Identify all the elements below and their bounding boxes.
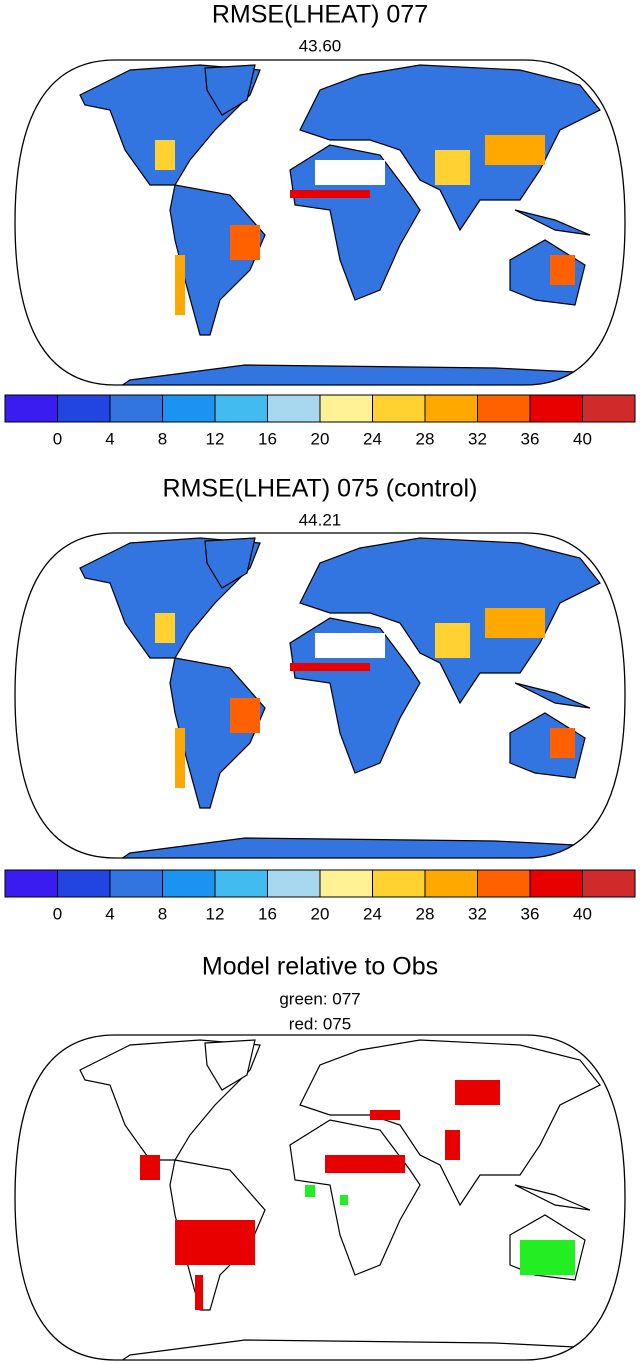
legend-line: red: 075: [289, 1014, 351, 1033]
colorbar-box: [319, 394, 373, 423]
colorbar-tick-label: 12: [206, 429, 225, 448]
colorbar-box: [214, 869, 268, 898]
colorbar-box: [162, 869, 216, 898]
colorbar-tick-label: 20: [311, 904, 330, 923]
colorbar-tick-label: 4: [105, 429, 114, 448]
colorbar-tick-label: 40: [573, 429, 592, 448]
colorbar-box: [109, 869, 163, 898]
colorbar-box: [109, 394, 163, 423]
colorbar-box: [162, 394, 216, 423]
colorbar-tick-label: 4: [105, 904, 114, 923]
colorbar-tick-label: 12: [206, 904, 225, 923]
colorbar-tick-label: 40: [573, 904, 592, 923]
colorbar-tick-label: 0: [53, 429, 62, 448]
colorbar-tick-label: 28: [416, 904, 435, 923]
panel-subtitle: 44.21: [299, 510, 342, 529]
colorbar-box: [529, 869, 583, 898]
panel-title: RMSE(LHEAT) 077: [212, 1, 428, 29]
colorbar-tick-label: 24: [363, 904, 382, 923]
colorbar-box: [57, 869, 111, 898]
colorbar-box: [424, 869, 478, 898]
colorbar-box: [267, 869, 321, 898]
colorbar-tick-label: 0: [53, 904, 62, 923]
colorbar-tick-label: 20: [311, 429, 330, 448]
colorbar-tick-label: 8: [158, 904, 167, 923]
map: [14, 532, 626, 859]
colorbar-box: [4, 394, 58, 423]
colorbar-tick-label: 16: [258, 429, 277, 448]
colorbar-tick-label: 32: [468, 904, 487, 923]
colorbar-box: [4, 869, 58, 898]
colorbar-tick-label: 32: [468, 429, 487, 448]
colorbar-tick-label: 16: [258, 904, 277, 923]
colorbar-box: [214, 394, 268, 423]
colorbar-box: [529, 394, 583, 423]
map: [14, 59, 626, 386]
colorbar-box: [477, 394, 531, 423]
colorbar-tick-label: 8: [158, 429, 167, 448]
colorbar-box: [582, 394, 636, 423]
colorbar-box: [582, 869, 636, 898]
panel-title: Model relative to Obs: [202, 953, 438, 981]
colorbar-tick-label: 24: [363, 429, 382, 448]
legend-line: green: 077: [279, 989, 360, 1008]
colorbar-box: [319, 869, 373, 898]
colorbar-box: [267, 394, 321, 423]
colorbar-box: [372, 869, 426, 898]
colorbar-box: [477, 869, 531, 898]
panel-subtitle: 43.60: [299, 36, 342, 55]
map: [14, 1034, 626, 1361]
colorbar-box: [372, 394, 426, 423]
colorbar-tick-label: 28: [416, 429, 435, 448]
colorbar-tick-label: 36: [521, 429, 540, 448]
colorbar-box: [57, 394, 111, 423]
colorbar-box: [424, 394, 478, 423]
colorbar-tick-label: 36: [521, 904, 540, 923]
panel-title: RMSE(LHEAT) 075 (control): [163, 475, 478, 503]
